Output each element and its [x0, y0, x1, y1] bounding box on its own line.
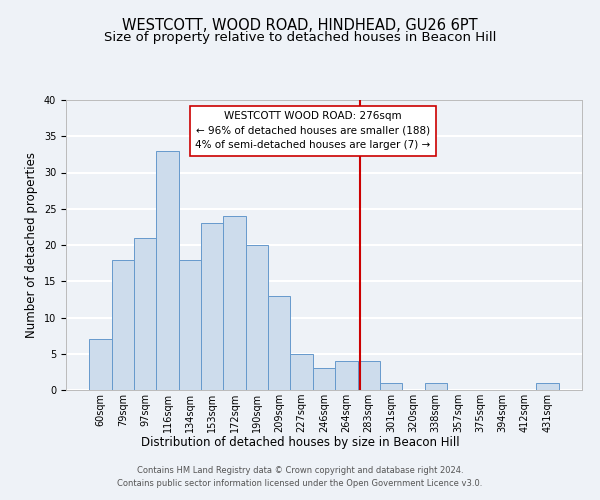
Text: Distribution of detached houses by size in Beacon Hill: Distribution of detached houses by size … — [140, 436, 460, 449]
Bar — [89, 339, 112, 390]
Text: WESTCOTT WOOD ROAD: 276sqm
← 96% of detached houses are smaller (188)
4% of semi: WESTCOTT WOOD ROAD: 276sqm ← 96% of deta… — [195, 111, 430, 150]
Bar — [313, 368, 335, 390]
Bar — [536, 383, 559, 390]
Bar — [425, 383, 447, 390]
Bar — [268, 296, 290, 390]
Text: Contains HM Land Registry data © Crown copyright and database right 2024.
Contai: Contains HM Land Registry data © Crown c… — [118, 466, 482, 487]
Bar — [380, 383, 402, 390]
Bar — [246, 245, 268, 390]
Bar — [179, 260, 201, 390]
Bar — [358, 361, 380, 390]
Y-axis label: Number of detached properties: Number of detached properties — [25, 152, 38, 338]
Bar — [223, 216, 246, 390]
Bar — [335, 361, 358, 390]
Text: Size of property relative to detached houses in Beacon Hill: Size of property relative to detached ho… — [104, 31, 496, 44]
Bar — [290, 354, 313, 390]
Bar — [112, 260, 134, 390]
Bar — [134, 238, 157, 390]
Text: WESTCOTT, WOOD ROAD, HINDHEAD, GU26 6PT: WESTCOTT, WOOD ROAD, HINDHEAD, GU26 6PT — [122, 18, 478, 32]
Bar — [157, 151, 179, 390]
Bar — [201, 223, 223, 390]
